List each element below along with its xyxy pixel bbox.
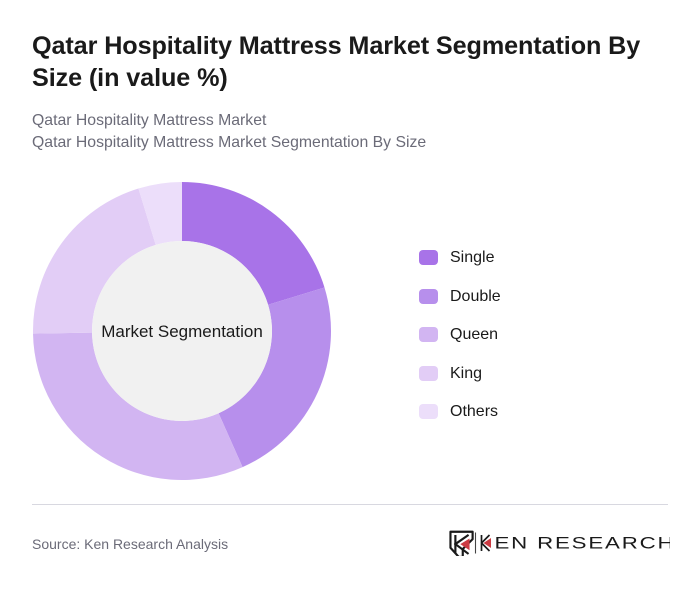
svg-text:EN RESEARCH: EN RESEARCH — [495, 534, 671, 553]
